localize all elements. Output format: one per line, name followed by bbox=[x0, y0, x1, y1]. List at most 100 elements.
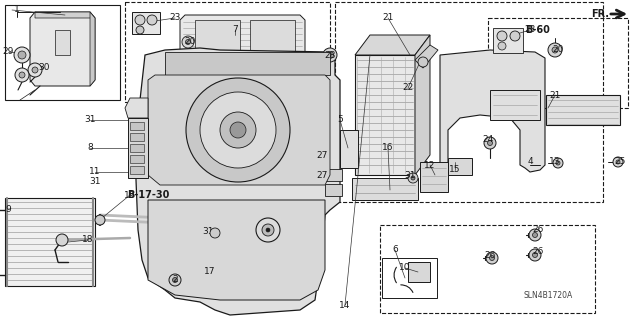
Circle shape bbox=[147, 15, 157, 25]
Text: 22: 22 bbox=[403, 84, 413, 93]
Text: 6: 6 bbox=[392, 246, 398, 255]
Text: 27: 27 bbox=[316, 151, 328, 160]
Polygon shape bbox=[35, 12, 95, 18]
Bar bbox=[130, 144, 144, 152]
Circle shape bbox=[56, 234, 68, 246]
Circle shape bbox=[548, 43, 562, 57]
Bar bbox=[380, 225, 595, 313]
Circle shape bbox=[486, 252, 498, 264]
Polygon shape bbox=[180, 15, 305, 65]
Text: 16: 16 bbox=[382, 144, 394, 152]
Bar bbox=[130, 122, 144, 130]
Text: 2: 2 bbox=[172, 276, 178, 285]
Text: 26: 26 bbox=[532, 248, 544, 256]
Bar bbox=[130, 166, 144, 174]
Polygon shape bbox=[325, 169, 342, 181]
Polygon shape bbox=[420, 162, 448, 192]
Circle shape bbox=[323, 48, 337, 62]
Text: 23: 23 bbox=[524, 26, 536, 34]
Circle shape bbox=[18, 51, 26, 59]
Text: 23: 23 bbox=[170, 13, 180, 23]
Circle shape bbox=[135, 15, 145, 25]
Circle shape bbox=[15, 68, 29, 82]
Text: 29: 29 bbox=[3, 48, 13, 56]
Text: 18: 18 bbox=[83, 235, 93, 244]
Polygon shape bbox=[165, 52, 330, 75]
Text: 26: 26 bbox=[532, 226, 544, 234]
Text: 30: 30 bbox=[38, 63, 50, 71]
Circle shape bbox=[210, 228, 220, 238]
Text: 27: 27 bbox=[316, 170, 328, 180]
Text: 31: 31 bbox=[84, 115, 96, 124]
Circle shape bbox=[95, 215, 105, 225]
Circle shape bbox=[136, 26, 144, 34]
Circle shape bbox=[186, 40, 191, 44]
Bar bbox=[382, 258, 437, 298]
Text: 11: 11 bbox=[89, 167, 100, 176]
Text: B-60: B-60 bbox=[525, 25, 550, 35]
Circle shape bbox=[490, 256, 495, 261]
Text: 20: 20 bbox=[552, 46, 564, 55]
Text: 10: 10 bbox=[399, 263, 411, 272]
Circle shape bbox=[19, 72, 25, 78]
Text: 13: 13 bbox=[549, 158, 561, 167]
Circle shape bbox=[266, 228, 270, 232]
Polygon shape bbox=[490, 90, 540, 120]
Polygon shape bbox=[415, 35, 430, 175]
Text: 31: 31 bbox=[202, 227, 214, 236]
Text: 21: 21 bbox=[382, 13, 394, 23]
Circle shape bbox=[529, 229, 541, 241]
Text: 5: 5 bbox=[337, 115, 343, 124]
Polygon shape bbox=[148, 200, 325, 300]
Circle shape bbox=[488, 140, 493, 145]
Circle shape bbox=[230, 122, 246, 138]
Bar bbox=[5, 5, 120, 100]
Polygon shape bbox=[128, 118, 148, 178]
Text: 28: 28 bbox=[324, 50, 336, 60]
Bar bbox=[488, 18, 628, 108]
Polygon shape bbox=[415, 45, 438, 68]
Text: 26: 26 bbox=[484, 250, 496, 259]
Polygon shape bbox=[148, 75, 330, 185]
Text: 7: 7 bbox=[232, 26, 238, 34]
Text: 1: 1 bbox=[14, 5, 20, 14]
Bar bbox=[130, 133, 144, 141]
Circle shape bbox=[418, 57, 428, 67]
Text: 20: 20 bbox=[184, 38, 196, 47]
Circle shape bbox=[28, 63, 42, 77]
Polygon shape bbox=[125, 98, 148, 118]
Text: FR.: FR. bbox=[591, 9, 609, 19]
Circle shape bbox=[613, 157, 623, 167]
Text: B-17-30: B-17-30 bbox=[127, 190, 169, 200]
Text: 9: 9 bbox=[5, 205, 11, 214]
Polygon shape bbox=[355, 55, 415, 175]
Polygon shape bbox=[340, 130, 358, 168]
Circle shape bbox=[262, 224, 274, 236]
Circle shape bbox=[173, 278, 177, 283]
Bar bbox=[250, 20, 295, 55]
Polygon shape bbox=[546, 95, 620, 125]
Polygon shape bbox=[90, 12, 95, 86]
Polygon shape bbox=[352, 178, 418, 200]
Polygon shape bbox=[408, 262, 430, 282]
Bar bbox=[493, 28, 523, 53]
Bar bbox=[195, 20, 240, 55]
Text: 15: 15 bbox=[449, 166, 461, 174]
Text: 12: 12 bbox=[424, 160, 436, 169]
Circle shape bbox=[169, 274, 181, 286]
Polygon shape bbox=[355, 35, 430, 55]
Text: 19: 19 bbox=[124, 190, 136, 199]
Bar bbox=[132, 12, 160, 34]
Polygon shape bbox=[30, 12, 95, 86]
Polygon shape bbox=[448, 158, 472, 175]
Circle shape bbox=[556, 161, 560, 165]
Polygon shape bbox=[325, 184, 342, 196]
Circle shape bbox=[220, 112, 256, 148]
Text: 21: 21 bbox=[549, 91, 561, 100]
Circle shape bbox=[408, 173, 418, 183]
Bar bbox=[125, 2, 330, 102]
Circle shape bbox=[186, 78, 290, 182]
Circle shape bbox=[553, 158, 563, 168]
Circle shape bbox=[411, 176, 415, 180]
Bar bbox=[130, 155, 144, 163]
